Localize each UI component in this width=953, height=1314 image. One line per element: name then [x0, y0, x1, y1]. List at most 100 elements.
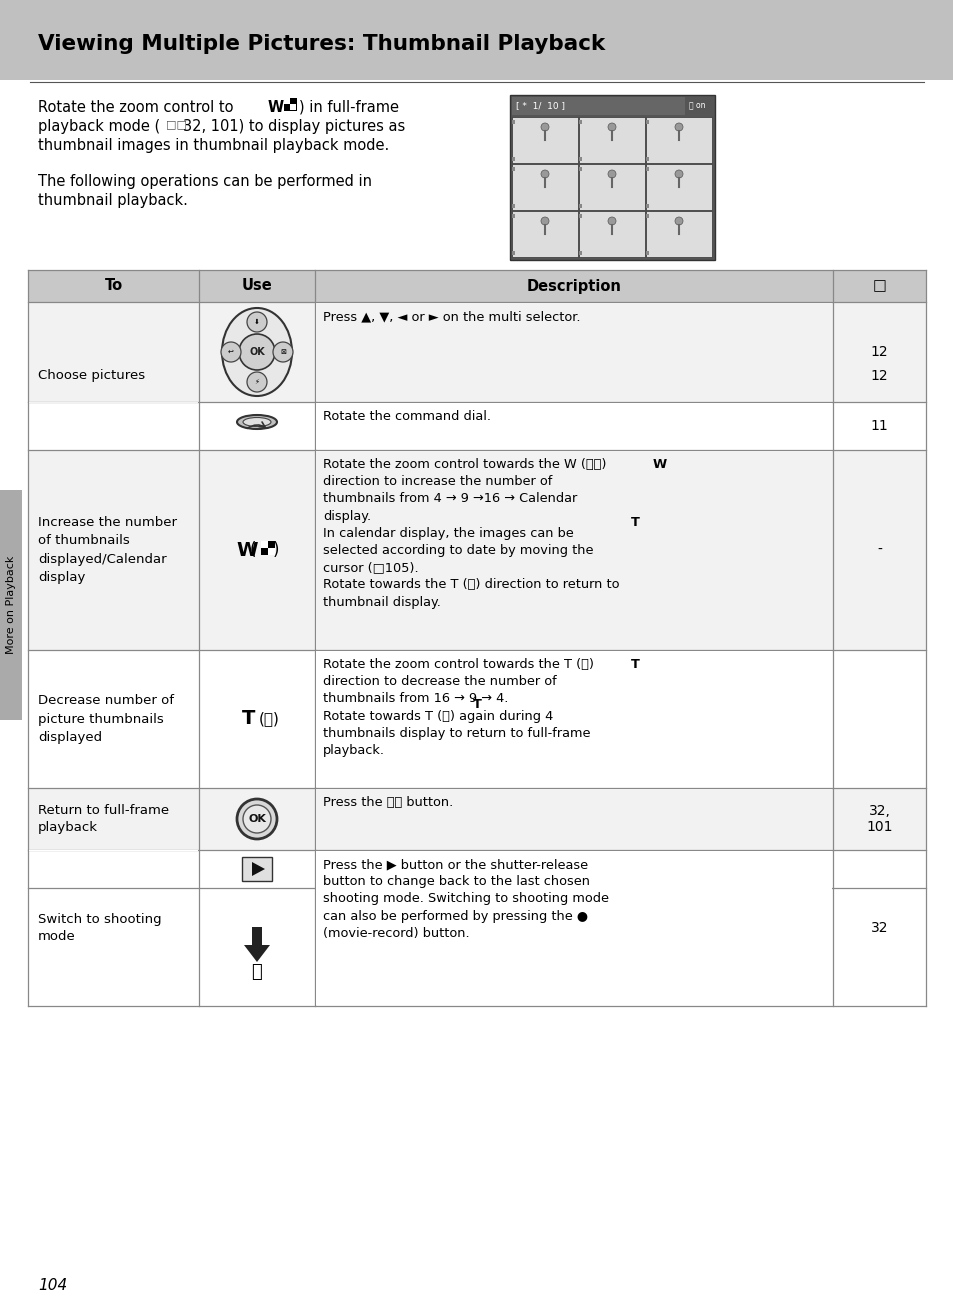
Text: 104: 104 [38, 1277, 67, 1293]
Text: 12: 12 [870, 369, 887, 382]
Circle shape [675, 124, 682, 131]
Bar [578, 120, 581, 124]
Text: Rotate the zoom control towards the T (⌕)
direction to decrease the number of
th: Rotate the zoom control towards the T (⌕… [323, 658, 594, 757]
Bar [0, 8, 953, 80]
Bar [284, 99, 296, 110]
Text: Use: Use [241, 279, 273, 293]
Bar [284, 99, 290, 104]
Text: playback mode (: playback mode ( [38, 120, 160, 134]
Circle shape [540, 170, 548, 177]
Text: OK: OK [249, 347, 265, 357]
Circle shape [236, 799, 276, 840]
Circle shape [247, 311, 267, 332]
Text: Description: Description [526, 279, 620, 293]
Bar [315, 451, 831, 649]
Text: Rotate the command dial.: Rotate the command dial. [323, 410, 491, 423]
Bar [645, 156, 648, 162]
Text: Rotate the zoom control to: Rotate the zoom control to [38, 100, 238, 116]
Text: Choose pictures: Choose pictures [38, 369, 145, 382]
Text: W: W [652, 459, 666, 470]
Bar [512, 167, 515, 171]
Circle shape [239, 334, 274, 371]
Text: thumbnail playback.: thumbnail playback. [38, 193, 188, 208]
Text: OK: OK [248, 813, 266, 824]
Bar [578, 164, 644, 210]
Text: ⬇: ⬇ [253, 319, 259, 325]
Bar [28, 449, 925, 650]
Text: 32: 32 [870, 921, 887, 936]
Bar [684, 97, 712, 116]
Bar [261, 541, 268, 548]
Bar [512, 251, 515, 255]
Text: W: W [236, 540, 257, 560]
Text: ⚡: ⚡ [254, 378, 259, 385]
Bar [261, 541, 274, 555]
Text: Return to full-frame
playback: Return to full-frame playback [38, 803, 169, 834]
Text: T: T [242, 710, 255, 728]
Text: Viewing Multiple Pictures: Thumbnail Playback: Viewing Multiple Pictures: Thumbnail Pla… [38, 34, 604, 54]
Bar [512, 156, 515, 162]
Text: Rotate the zoom control towards the █W█ (⯆⯈)
direction to increase the number of: Rotate the zoom control towards the █W█ … [323, 459, 639, 610]
Bar [578, 251, 581, 255]
Text: Press the ⓄⓄ button.: Press the ⓄⓄ button. [323, 796, 453, 809]
Bar [645, 251, 648, 255]
Bar [512, 97, 712, 116]
Text: 🎬: 🎬 [252, 963, 262, 982]
Bar [645, 117, 711, 163]
Text: ⊠: ⊠ [280, 350, 286, 355]
Bar [315, 650, 831, 787]
Text: [ *  1/  10 ]: [ * 1/ 10 ] [516, 101, 564, 110]
Bar [578, 167, 581, 171]
Circle shape [540, 217, 548, 225]
Text: To: To [104, 279, 122, 293]
Text: ↩: ↩ [228, 350, 233, 355]
Text: Rotate the zoom control towards the █T█ (⌕)
direction to decrease the number of
: Rotate the zoom control towards the █T█ … [323, 658, 613, 757]
Bar [645, 167, 648, 171]
Text: -: - [876, 543, 881, 557]
Bar [268, 548, 274, 555]
Text: Increase the number
of thumbnails
displayed/Calendar
display: Increase the number of thumbnails displa… [38, 516, 177, 583]
Text: 🔒 on: 🔒 on [688, 101, 704, 110]
Circle shape [273, 342, 293, 361]
Text: Press ▲, ▼, ◄ or ► on the multi selector.: Press ▲, ▼, ◄ or ► on the multi selector… [323, 310, 579, 323]
Text: T: T [630, 658, 639, 671]
Bar [28, 788, 925, 850]
Text: W: W [268, 100, 284, 116]
FancyBboxPatch shape [242, 857, 272, 880]
Bar [645, 214, 648, 218]
Bar [290, 104, 295, 110]
Ellipse shape [236, 415, 276, 428]
Bar [645, 120, 648, 124]
Bar [512, 164, 578, 210]
Text: Press the ⓄⓄ button.: Press the ⓄⓄ button. [323, 796, 453, 809]
Bar [315, 788, 831, 849]
Bar [28, 269, 925, 302]
Text: Press the ▶ button or the shutter-release
button to change back to the last chos: Press the ▶ button or the shutter-releas… [323, 858, 608, 940]
Text: 12: 12 [870, 346, 887, 359]
Text: Switch to shooting
mode: Switch to shooting mode [38, 912, 161, 943]
Bar [0, 490, 22, 720]
Text: 32, 101) to display pictures as: 32, 101) to display pictures as [183, 120, 405, 134]
Bar [28, 850, 925, 888]
Text: Rotate the zoom control towards the W (⯆⯈)
direction to increase the number of
t: Rotate the zoom control towards the W (⯆… [323, 459, 618, 608]
Text: ): ) [273, 541, 279, 558]
Bar [28, 888, 925, 1007]
Circle shape [247, 372, 267, 392]
Bar [315, 304, 831, 401]
Text: thumbnail images in thumbnail playback mode.: thumbnail images in thumbnail playback m… [38, 138, 389, 152]
Text: ) in full-frame: ) in full-frame [298, 100, 398, 116]
Bar [512, 204, 515, 208]
Text: Decrease number of
picture thumbnails
displayed: Decrease number of picture thumbnails di… [38, 695, 173, 744]
Text: T: T [630, 515, 639, 528]
Text: 11: 11 [870, 419, 887, 434]
Polygon shape [244, 926, 270, 962]
Bar [645, 164, 711, 210]
Bar [0, 0, 953, 8]
Circle shape [243, 805, 271, 833]
Bar [578, 204, 581, 208]
Circle shape [540, 124, 548, 131]
Bar [28, 302, 925, 402]
Text: □: □ [872, 279, 885, 293]
Bar [28, 402, 925, 449]
Circle shape [607, 217, 616, 225]
